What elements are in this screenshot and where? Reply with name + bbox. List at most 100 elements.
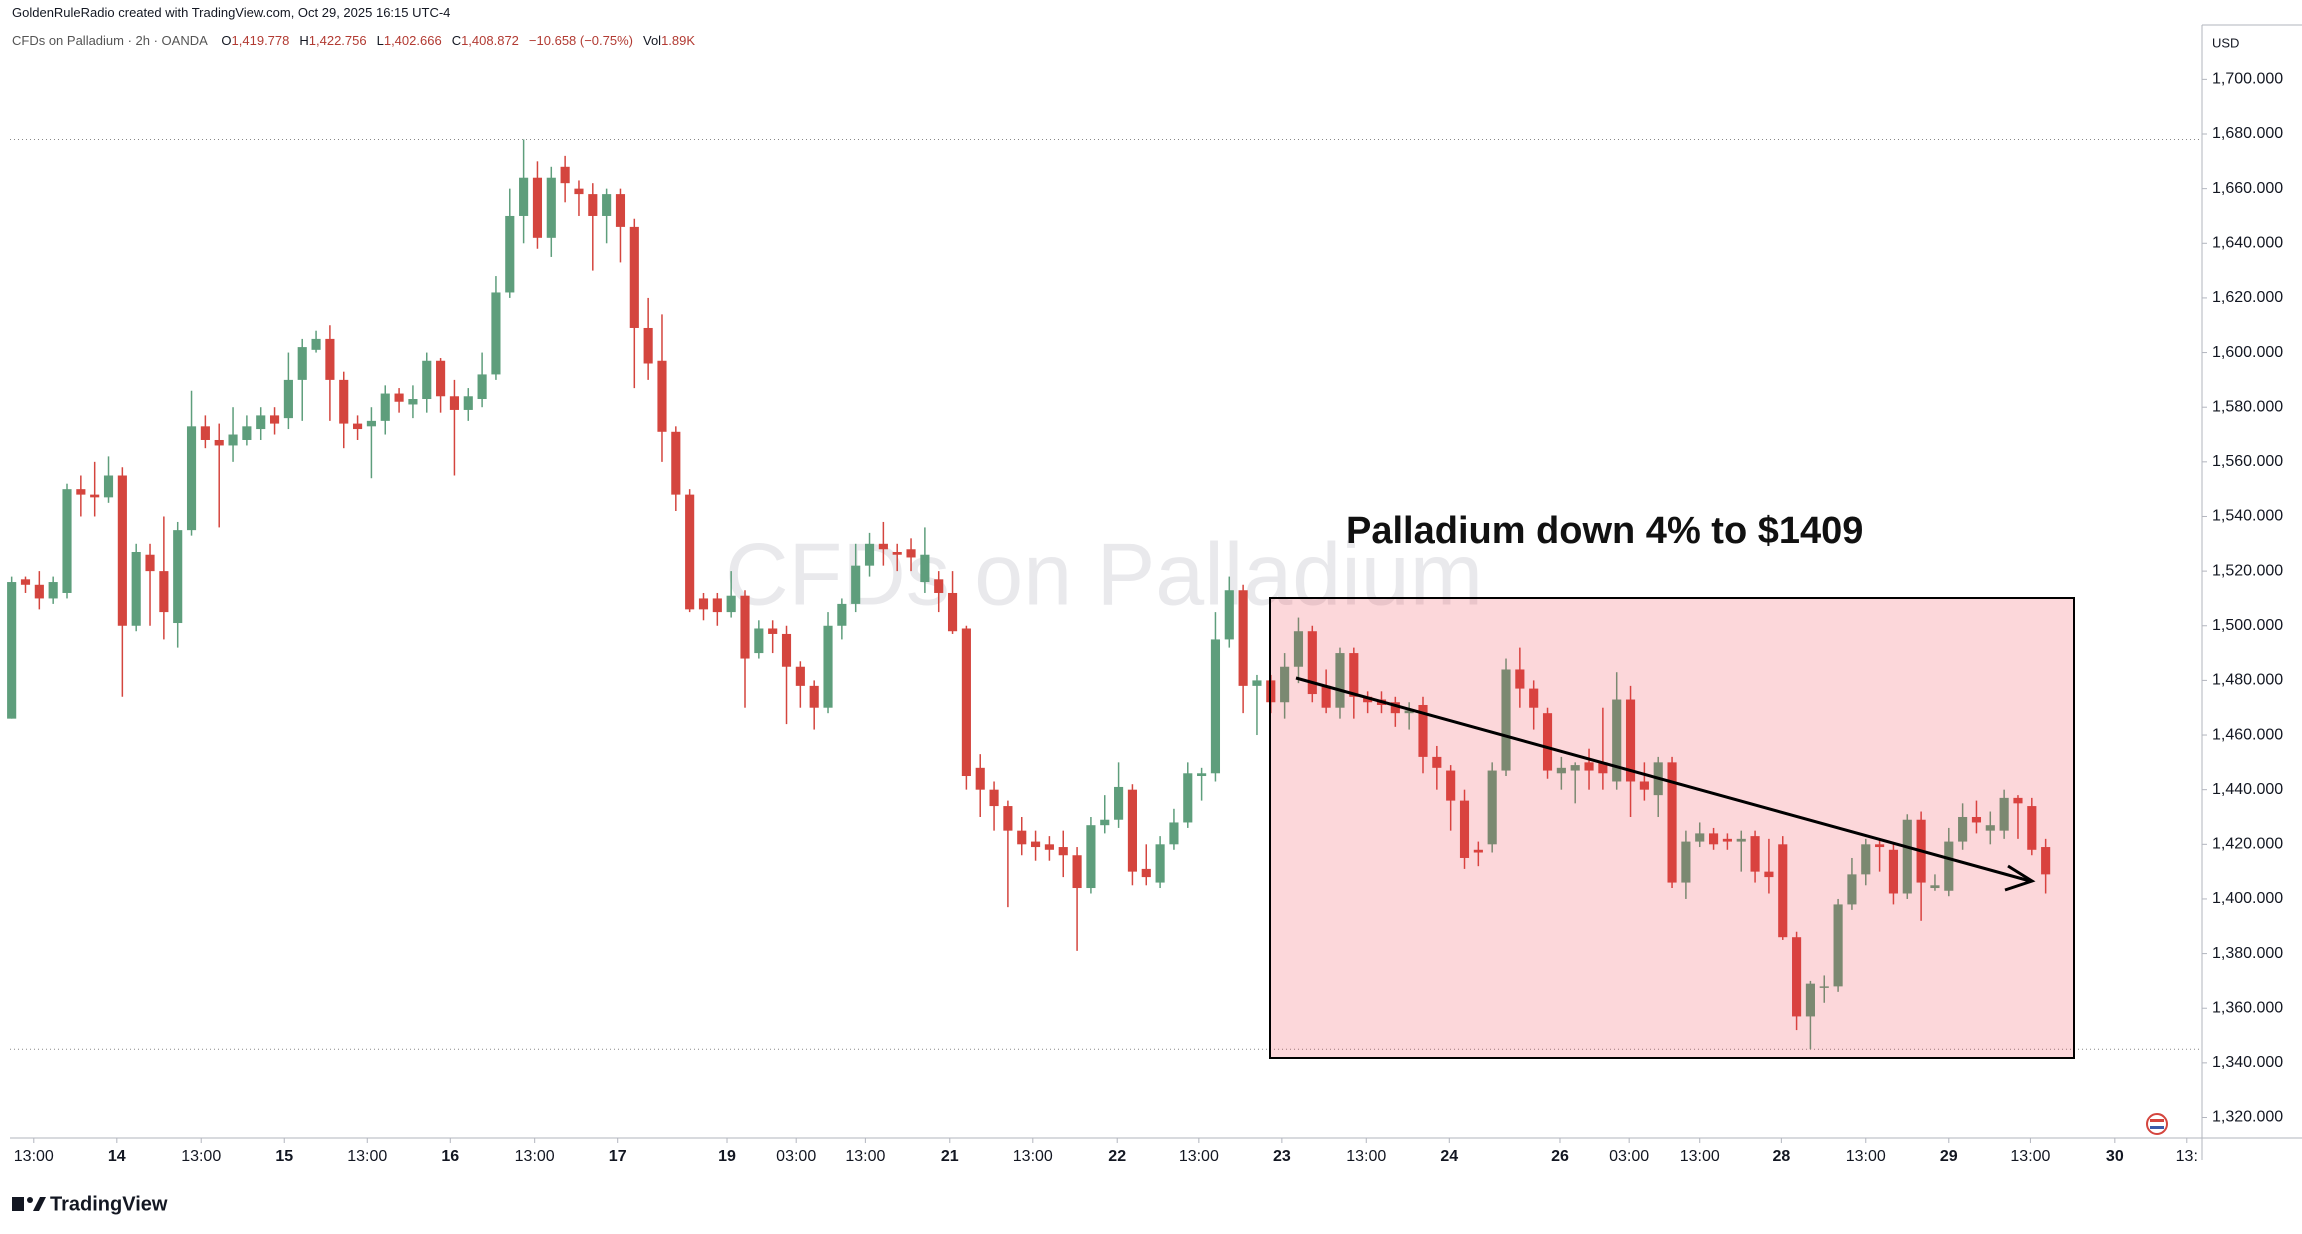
change: −10.658 (−0.75%) [528,33,633,48]
candle-body [837,603,847,626]
candle-body [242,426,252,440]
y-tick-label: 1,580.000 [2212,398,2283,415]
y-tick-label: 1,600.000 [2212,344,2283,361]
credit: GoldenRuleRadio created with TradingView… [12,5,451,20]
candle-body [1321,685,1331,708]
symbol: CFDs on Palladium · 2h · OANDA [12,33,208,48]
ohlc-item: L1,402.666 [377,33,442,48]
x-tick-label: 14 [108,1148,126,1165]
candle-body [131,551,141,626]
ohlc-item: H1,422.756 [299,33,366,48]
ohlc-value: 1,422.756 [308,33,367,48]
candle-body [1515,669,1525,689]
candle-body [726,595,736,613]
candle-body [1335,653,1345,708]
candle-body [117,475,127,626]
candle-body [1459,800,1470,858]
highlight-box [1269,597,2075,1059]
candle-body [906,549,916,558]
candle-body [878,543,888,550]
candle-body [159,571,169,613]
candle-body [1390,702,1400,714]
candle-body [1418,704,1428,757]
candle-body [1072,855,1082,889]
x-tick-label: 13:00 [845,1148,885,1165]
candle-body [1501,669,1511,771]
candle-body [1930,885,1940,889]
candle-body [1695,833,1705,842]
candle-body [1833,904,1843,987]
candle-body [505,215,515,293]
candle-body [602,194,612,216]
candle-body [864,543,875,566]
x-tick-label: 13:00 [181,1148,221,1165]
y-tick-label: 1,400.000 [2212,890,2283,907]
candle-body [20,579,31,585]
candle-body [740,595,750,659]
candle-body [269,415,280,424]
candle-body [491,292,501,375]
candle-body [1252,680,1262,686]
y-tick-label: 1,520.000 [2212,562,2283,579]
candle-body [1639,781,1649,790]
candle-body [1197,773,1207,777]
candle-body [34,584,44,599]
candle-body [394,393,404,402]
y-tick-label: 1,480.000 [2212,672,2283,689]
candle-body [1003,806,1013,831]
candle-body [1141,868,1151,878]
candle-body [1446,770,1456,801]
x-tick-label: 03:00 [776,1148,816,1165]
candle-body [186,426,197,531]
candle-body [7,582,17,719]
candle-body [1999,797,2009,831]
candle-body [422,360,432,400]
x-tick-label: 13:00 [1680,1148,1720,1165]
x-tick-label: 13:00 [14,1148,54,1165]
candle-body [574,188,584,195]
y-tick-label: 1,640.000 [2212,235,2283,252]
ohlc-key: C [451,33,462,48]
candle-body [325,338,335,380]
ohlc-item: O1,419.778 [221,33,289,48]
candle-body [283,379,293,419]
x-tick-label: 28 [1772,1148,1790,1165]
x-tick-label: 30 [2106,1148,2124,1165]
candle-body [311,338,321,350]
candle-body [1875,844,1885,848]
candle-body [1888,849,1899,894]
candle-body [2027,806,2037,850]
flag-icon [2146,1113,2168,1135]
arrow-head [2004,864,2036,892]
candle-body [48,582,58,599]
logo-mark [27,1197,33,1203]
candle-body [76,489,86,495]
candle-body [1805,983,1815,1017]
y-tick-label: 1,380.000 [2212,945,2283,962]
y-tick-label: 1,680.000 [2212,125,2283,142]
y-tick-label: 1,360.000 [2212,999,2283,1016]
candle-body [989,789,999,807]
candle-body [256,415,266,430]
candle-body [851,565,861,604]
candle-body [173,530,183,624]
x-tick-label: 13:00 [515,1148,555,1165]
ohlc-key: L [376,33,384,48]
candle-body [712,598,722,613]
candle-body [1404,710,1414,714]
symbol-legend: CFDs on Palladium · 2h · OANDA O1,419.77… [12,33,705,48]
candle-body [560,166,570,184]
ohlc-value: 1,419.778 [231,33,290,48]
ohlc-item: C1,408.872 [452,33,519,48]
annotation: Palladium down 4% to $1409 [1346,510,1863,552]
candle-body [366,420,376,427]
volume: Vol1.89K [643,33,695,48]
candle-body [947,592,958,632]
x-tick-label: 17 [609,1148,627,1165]
candle-body [920,554,930,583]
candle-body [1031,841,1041,848]
candle-body [477,374,487,400]
candle-body [463,396,473,410]
volume-value: 1.89K [661,33,696,48]
candle-body [449,396,459,410]
